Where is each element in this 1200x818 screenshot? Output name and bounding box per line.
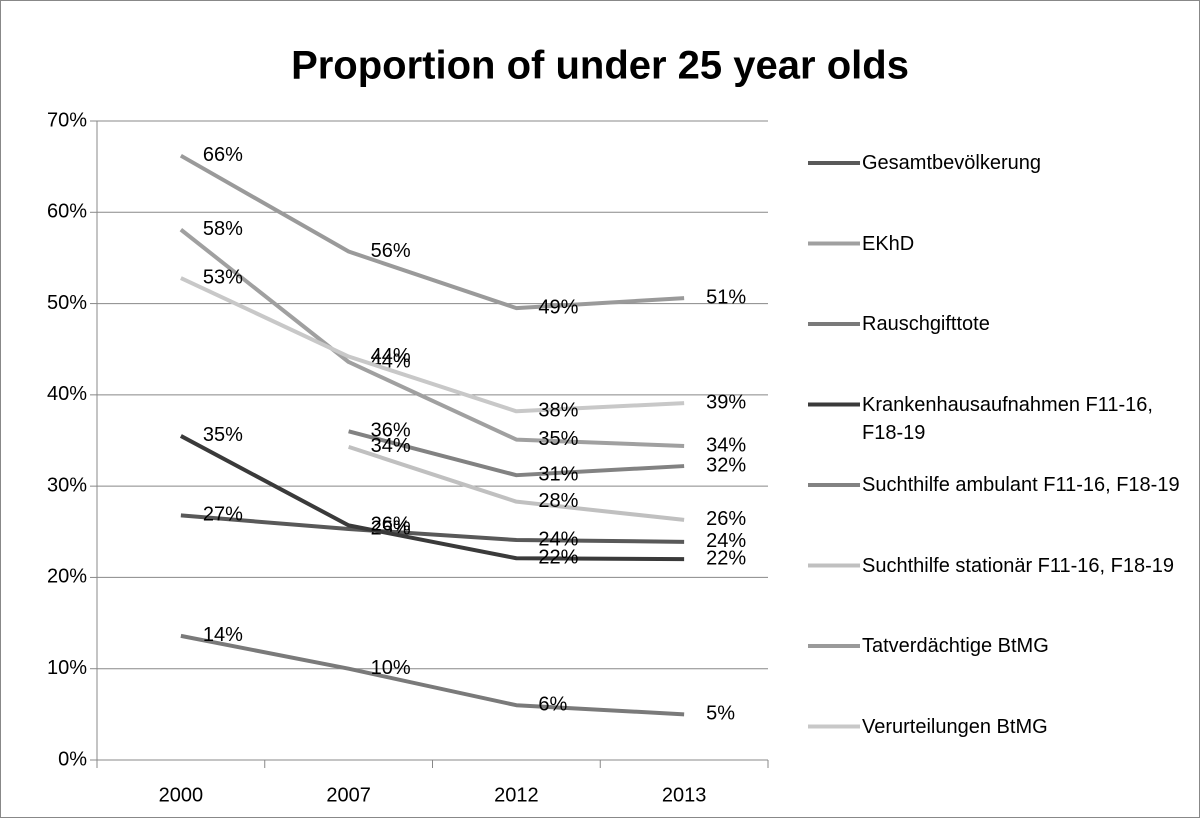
series-line: [179, 228, 685, 448]
data-label: 39%: [706, 391, 746, 413]
x-tick-label: 2012: [494, 784, 539, 806]
data-label: 34%: [706, 434, 746, 456]
data-label: 27%: [203, 504, 243, 526]
data-label: 26%: [706, 508, 746, 530]
data-label: 34%: [371, 435, 411, 457]
series-line: [348, 444, 685, 522]
data-label: 66%: [203, 144, 243, 166]
data-label: 49%: [538, 296, 578, 318]
legend-label: Verurteilungen BtMG: [862, 715, 1048, 738]
data-label: 22%: [538, 547, 578, 569]
data-label: 51%: [706, 286, 746, 308]
legend-label: Gesamtbevölkerung: [862, 152, 1041, 174]
series-line: [180, 513, 685, 544]
y-tick-label: 30%: [47, 474, 87, 496]
data-label: 38%: [538, 400, 578, 422]
data-label: 31%: [538, 463, 578, 485]
y-tick-label: 20%: [47, 566, 87, 588]
x-tick-label: 2007: [326, 784, 371, 806]
data-label: 35%: [538, 428, 578, 450]
y-tick-label: 10%: [47, 657, 87, 679]
y-tick-label: 40%: [47, 383, 87, 405]
legend-label: Rauschgifttote: [862, 313, 990, 335]
data-label: 53%: [203, 266, 243, 288]
data-label: 32%: [706, 454, 746, 476]
data-label: 14%: [203, 624, 243, 646]
x-tick-label: 2013: [662, 784, 707, 806]
legend-label: Suchthilfe ambulant F11-16, F18-19: [862, 474, 1180, 496]
legend-label: Tatverdächtige BtMG: [862, 635, 1049, 657]
y-tick-label: 0%: [58, 748, 87, 770]
series-line: [180, 633, 685, 717]
data-label: 5%: [706, 703, 735, 725]
data-label: 22%: [706, 547, 746, 569]
legend-label: Suchthilfe stationär F11-16, F18-19: [862, 554, 1175, 577]
series-line: [179, 434, 685, 562]
y-tick-label: 60%: [47, 201, 87, 223]
chart-title: Proportion of under 25 year olds: [291, 44, 909, 88]
data-label: 56%: [371, 240, 411, 262]
y-tick-label: 70%: [47, 109, 87, 131]
data-label: 28%: [538, 490, 578, 512]
series-line: [180, 276, 685, 414]
data-label: 24%: [706, 530, 746, 552]
data-label: 58%: [203, 218, 243, 240]
data-label: 44%: [371, 345, 411, 367]
data-label: 35%: [203, 424, 243, 446]
series-line: [348, 429, 685, 478]
data-label: 36%: [371, 420, 411, 442]
legend-label: EKhD: [862, 232, 915, 255]
data-label: 6%: [538, 694, 567, 716]
legend-label: Krankenhausaufnahmen F11-16, F18-19: [862, 393, 1153, 444]
x-tick-label: 2000: [159, 784, 204, 806]
series-line: [179, 153, 685, 311]
data-label: 24%: [538, 528, 578, 550]
data-label: 26%: [371, 514, 411, 536]
data-label: 10%: [371, 657, 411, 679]
y-tick-label: 50%: [47, 292, 87, 314]
